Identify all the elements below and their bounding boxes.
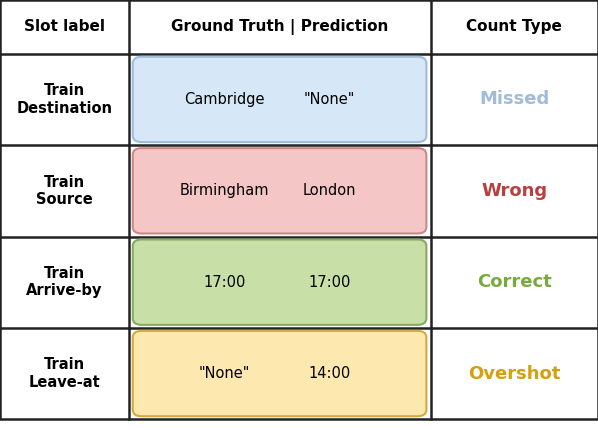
Text: London: London — [303, 183, 356, 198]
Text: Count Type: Count Type — [466, 19, 562, 34]
Text: 17:00: 17:00 — [203, 275, 246, 290]
Text: Train
Leave-at: Train Leave-at — [29, 357, 100, 390]
Text: Wrong: Wrong — [481, 182, 547, 200]
FancyBboxPatch shape — [133, 57, 426, 142]
Text: Cambridge: Cambridge — [184, 92, 265, 107]
Text: "None": "None" — [199, 366, 250, 381]
Text: Train
Destination: Train Destination — [16, 83, 112, 116]
Text: Birmingham: Birmingham — [179, 183, 269, 198]
Text: Train
Source: Train Source — [36, 175, 93, 207]
Text: Slot label: Slot label — [24, 19, 105, 34]
Text: Train
Arrive-by: Train Arrive-by — [26, 266, 102, 298]
FancyBboxPatch shape — [133, 331, 426, 416]
Text: 17:00: 17:00 — [308, 275, 350, 290]
Text: Missed: Missed — [479, 90, 550, 108]
Text: Overshot: Overshot — [468, 365, 560, 383]
Text: Correct: Correct — [477, 273, 551, 291]
FancyBboxPatch shape — [133, 240, 426, 325]
FancyBboxPatch shape — [133, 148, 426, 233]
Text: 14:00: 14:00 — [308, 366, 350, 381]
Text: "None": "None" — [304, 92, 355, 107]
Text: Ground Truth | Prediction: Ground Truth | Prediction — [171, 19, 388, 35]
